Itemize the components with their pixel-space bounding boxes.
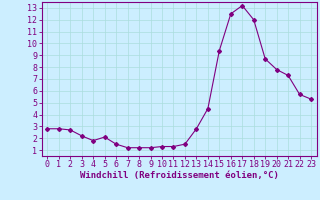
X-axis label: Windchill (Refroidissement éolien,°C): Windchill (Refroidissement éolien,°C) bbox=[80, 171, 279, 180]
